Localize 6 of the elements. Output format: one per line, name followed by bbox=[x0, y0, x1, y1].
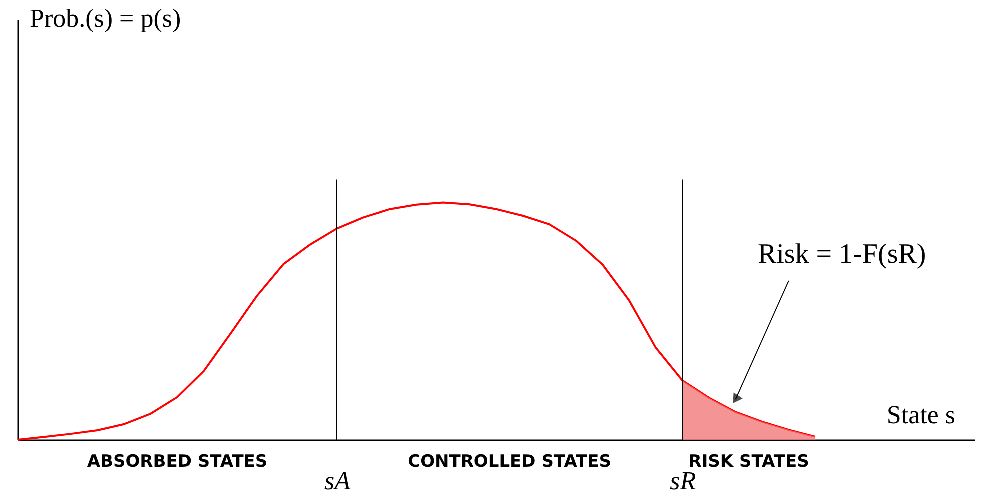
text: Prob.(s) = p(s) bbox=[30, 4, 182, 33]
annotation: Risk = 1-F(sR) bbox=[758, 238, 926, 270]
text: ABSORBED STATES bbox=[87, 452, 268, 472]
text: CONTROLLED STATES bbox=[408, 452, 612, 472]
x-tick-label: sA bbox=[324, 466, 351, 496]
x-axis-title: State s bbox=[886, 400, 956, 430]
